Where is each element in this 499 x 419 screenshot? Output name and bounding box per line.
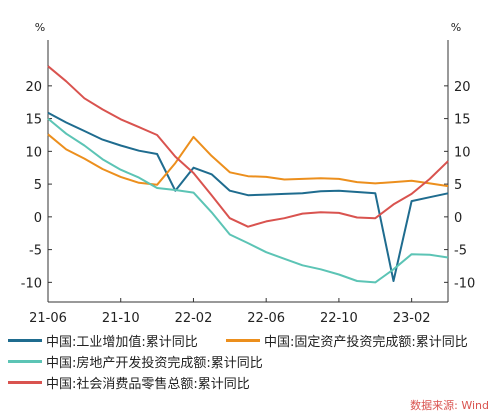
y-tick-label-right: 5 <box>454 178 462 193</box>
legend-swatch-fixed-asset-investment <box>226 339 260 342</box>
x-tick-label: 22-10 <box>320 311 358 326</box>
legend-label-fixed-asset-investment: 中国:固定资产投资完成额:累计同比 <box>264 335 468 350</box>
series-line-0 <box>47 111 449 282</box>
tick-labels: % % -10 -10 -5 -5 0 0 5 5 10 10 15 15 20 20 21-06 21-10 22… <box>21 21 475 326</box>
legend-label-industrial-output: 中国:工业增加值:累计同比 <box>46 335 198 350</box>
y-unit-left: % <box>35 21 45 34</box>
legend-item-real-estate-investment: 中国:房地产开发投资完成额:累计同比 <box>8 351 263 372</box>
y-tick-label-left: 0 <box>34 211 42 226</box>
legend-swatch-industrial-output <box>8 339 42 342</box>
legend-label-retail-sales: 中国:社会消费品零售总额:累计同比 <box>46 377 250 392</box>
y-tick-label-left: -10 <box>21 276 42 291</box>
x-tick-label: 23-02 <box>393 311 431 326</box>
y-tick-label-right: 10 <box>454 145 471 160</box>
axes <box>47 40 449 303</box>
y-tick-label-left: 5 <box>34 178 42 193</box>
y-unit-right: % <box>451 21 461 34</box>
legend-item-fixed-asset-investment: 中国:固定资产投资完成额:累计同比 <box>226 330 468 351</box>
legend: 中国:工业增加值:累计同比 中国:固定资产投资完成额:累计同比 中国:房地产开发… <box>8 330 499 393</box>
legend-item-retail-sales: 中国:社会消费品零售总额:累计同比 <box>8 372 250 393</box>
y-tick-label-right: -10 <box>454 276 475 291</box>
y-tick-label-right: 15 <box>454 113 471 128</box>
y-tick-label-right: 0 <box>454 211 462 226</box>
series-lines <box>47 65 449 284</box>
line-chart: % % -10 -10 -5 -5 0 0 5 5 10 10 15 15 20 20 21-06 21-10 22… <box>21 21 475 326</box>
legend-item-industrial-output: 中国:工业增加值:累计同比 <box>8 330 198 351</box>
y-tick-label-right: -5 <box>454 244 467 259</box>
y-tick-label-left: 10 <box>25 145 42 160</box>
series-line-1 <box>47 133 449 188</box>
legend-swatch-retail-sales <box>8 381 42 384</box>
series-line-3 <box>47 65 449 228</box>
y-tick-label-left: 20 <box>25 80 42 95</box>
legend-label-real-estate-investment: 中国:房地产开发投资完成额:累计同比 <box>46 356 263 371</box>
y-tick-label-right: 20 <box>454 80 471 95</box>
y-tick-label-left: 15 <box>25 113 42 128</box>
legend-swatch-real-estate-investment <box>8 360 42 363</box>
x-tick-label: 21-10 <box>102 311 140 326</box>
y-tick-label-left: -5 <box>29 244 42 259</box>
data-source: 数据来源: Wind <box>410 399 489 412</box>
x-tick-label: 21-06 <box>29 311 67 326</box>
x-tick-label: 22-06 <box>247 311 285 326</box>
x-tick-label: 22-02 <box>175 311 213 326</box>
series-line-2 <box>47 117 449 284</box>
